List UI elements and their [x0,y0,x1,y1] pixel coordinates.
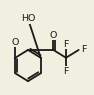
Text: HO: HO [21,14,35,23]
Text: F: F [81,45,86,54]
Text: F: F [63,40,69,49]
Text: O: O [12,38,19,47]
Text: O: O [50,31,57,40]
Text: F: F [63,67,69,76]
